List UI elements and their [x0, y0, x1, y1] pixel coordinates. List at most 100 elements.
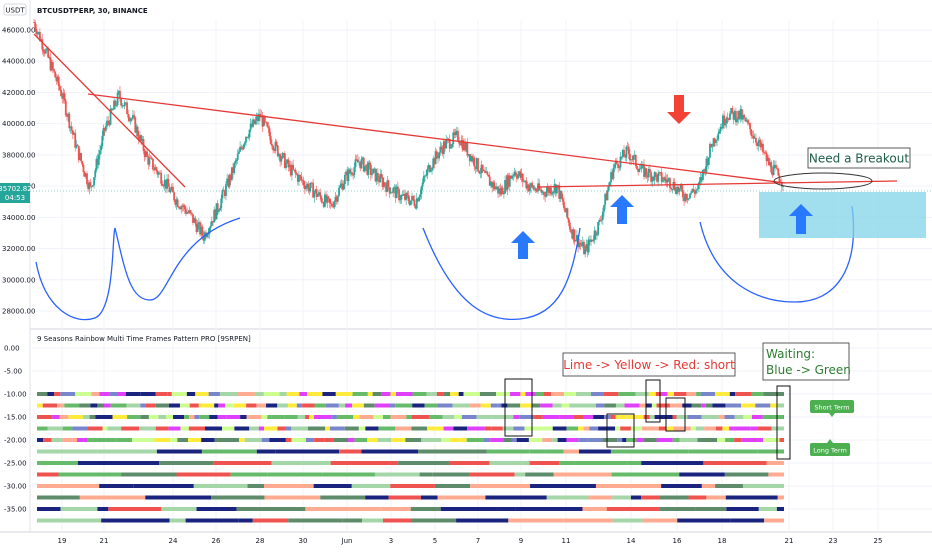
candle	[457, 127, 459, 142]
candle	[88, 180, 91, 195]
breakout-ellipse[interactable]	[773, 172, 873, 190]
short-box[interactable]	[562, 352, 736, 377]
arrow-up-icon	[610, 195, 634, 224]
candle	[487, 174, 490, 177]
candle	[440, 142, 443, 154]
band-segment	[461, 415, 477, 419]
band-segment	[230, 472, 268, 477]
time-tick-label: 24	[169, 537, 178, 545]
candle	[354, 154, 357, 173]
candle	[246, 136, 249, 139]
candle	[524, 180, 526, 183]
candle	[421, 178, 424, 191]
target-zone[interactable]	[759, 192, 926, 238]
candle	[749, 122, 751, 134]
highlight-boxes[interactable]	[504, 378, 791, 460]
band-segment	[117, 415, 128, 419]
candle	[210, 216, 213, 227]
band-segment	[214, 438, 226, 442]
band-segment	[659, 495, 689, 500]
band-segment	[388, 495, 421, 500]
band-segment	[729, 392, 736, 396]
band-segment	[194, 415, 200, 419]
candle	[200, 222, 203, 240]
candle	[176, 197, 179, 208]
candle	[782, 186, 784, 191]
band-segment	[563, 518, 613, 523]
cup-curves[interactable]	[35, 205, 855, 321]
candle	[276, 144, 279, 158]
candle	[238, 148, 240, 155]
band-segment	[734, 415, 744, 419]
candle	[222, 186, 225, 192]
long-term-label[interactable]: Long Term	[810, 439, 850, 456]
band-segment	[590, 392, 604, 396]
candle	[110, 107, 113, 112]
candle	[681, 185, 684, 202]
band-segment	[544, 449, 564, 454]
candle	[618, 165, 621, 171]
candle	[523, 178, 525, 184]
band-segment	[437, 403, 453, 408]
band-segment	[666, 426, 674, 431]
candle	[100, 143, 103, 155]
candle	[326, 193, 329, 208]
candle	[409, 200, 412, 206]
candle	[585, 239, 588, 252]
candle	[349, 167, 352, 177]
band-segment	[102, 426, 108, 431]
band-segment	[263, 392, 280, 396]
band-segment	[695, 507, 727, 511]
candle	[68, 111, 71, 132]
symbol-badge[interactable]	[3, 3, 27, 16]
candle	[219, 205, 221, 211]
band-segment	[615, 403, 625, 408]
band-segment	[395, 426, 412, 431]
candle	[230, 167, 233, 182]
candle	[319, 188, 322, 200]
arrows[interactable]	[511, 95, 813, 259]
candle	[576, 229, 578, 243]
candle	[614, 158, 617, 170]
band-segment	[58, 472, 122, 477]
candle	[48, 55, 51, 60]
candle	[710, 143, 713, 148]
band-segment	[566, 438, 579, 442]
candle	[739, 105, 742, 123]
band-segment	[365, 495, 389, 500]
candle	[570, 226, 572, 234]
trendlines[interactable]	[33, 33, 898, 188]
band-segment	[186, 392, 196, 396]
band-segment	[431, 392, 437, 396]
price-tick-label: 32000.00	[2, 245, 35, 253]
band-segment	[209, 415, 218, 419]
candle	[623, 145, 625, 157]
candle	[117, 89, 120, 95]
candle	[574, 240, 577, 242]
band-segment	[87, 426, 103, 431]
candle	[526, 181, 529, 193]
band-segment	[674, 392, 687, 396]
candle	[329, 198, 332, 209]
band-segment	[648, 392, 656, 396]
candle	[197, 217, 200, 230]
breakout-box[interactable]	[807, 147, 911, 169]
waiting-box[interactable]	[762, 342, 850, 381]
candle	[545, 186, 548, 198]
band-segment	[463, 392, 480, 396]
candle	[280, 156, 283, 166]
short-term-label[interactable]: Short Term	[810, 400, 854, 417]
candle	[558, 181, 561, 203]
candle	[507, 173, 510, 189]
band-segment	[256, 403, 267, 408]
candle	[757, 138, 760, 152]
candle	[174, 198, 177, 208]
long-term-text: Long Term	[813, 447, 847, 455]
candle	[566, 207, 569, 220]
candle	[694, 187, 697, 197]
band-segment	[528, 438, 543, 442]
candle	[713, 137, 716, 148]
candle	[292, 159, 294, 171]
band-segment	[43, 438, 52, 442]
